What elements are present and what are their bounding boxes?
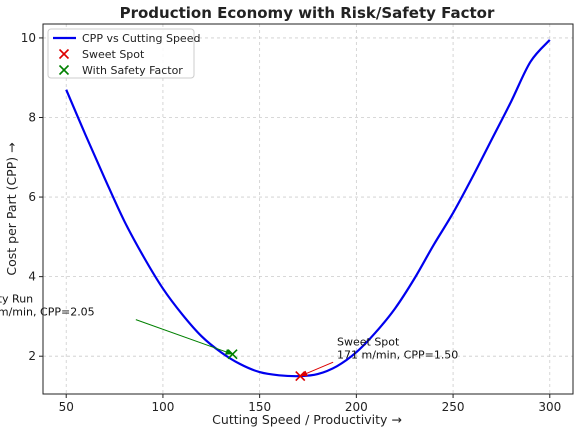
series-line-0 [65,39,551,378]
chart-title: Production Economy with Risk/Safety Fact… [120,4,495,22]
sweet-annotation-line: Sweet Spot [337,335,400,348]
safety-annotation-line: 136 m/min, CPP=2.05 [0,305,95,318]
plot-area [65,39,551,382]
x-tick-label: 300 [538,400,561,414]
sweet-annotation-line: 171 m/min, CPP=1.50 [337,348,458,361]
x-axis: 50 100 150 200 250 300 [59,394,561,414]
safety-arrow-head [224,349,233,355]
x-tick-label: 250 [442,400,465,414]
grid-lines [43,24,573,394]
safety-arrow-line [135,319,233,355]
y-tick-label: 8 [28,110,36,124]
legend-swatch-marker-stroke [58,48,70,60]
plot-frame [42,23,574,395]
legend-label-marker: Sweet Spot [82,48,145,61]
x-tick-label: 200 [345,400,368,414]
y-axis: 2 4 6 8 10 [21,31,43,363]
y-tick-label: 10 [21,31,36,45]
y-tick-label: 4 [28,270,36,284]
y-tick-label: 2 [28,349,36,363]
x-tick-label: 50 [59,400,74,414]
legend-swatch-marker [58,64,70,76]
legend-label-marker: With Safety Factor [82,64,183,77]
x-tick-label: 150 [248,400,271,414]
annotations: Safety Run136 m/min, CPP=2.05 Sweet Spot1… [0,292,458,377]
legend-label-line: CPP vs Cutting Speed [82,32,200,45]
legend: CPP vs Cutting Speed Sweet Spot With Safet… [47,28,200,79]
safety-annotation-line: Safety Run [0,292,33,305]
legend-swatch-marker-stroke [58,64,70,76]
y-axis-label: Cost per Part (CPP) → [4,142,19,275]
legend-swatch-marker [58,48,70,60]
sweet-arrow-head [300,370,308,377]
y-tick-label: 6 [28,190,36,204]
x-tick-label: 100 [151,400,174,414]
x-axis-label: Cutting Speed / Productivity → [212,412,402,427]
legend-box [47,28,195,79]
